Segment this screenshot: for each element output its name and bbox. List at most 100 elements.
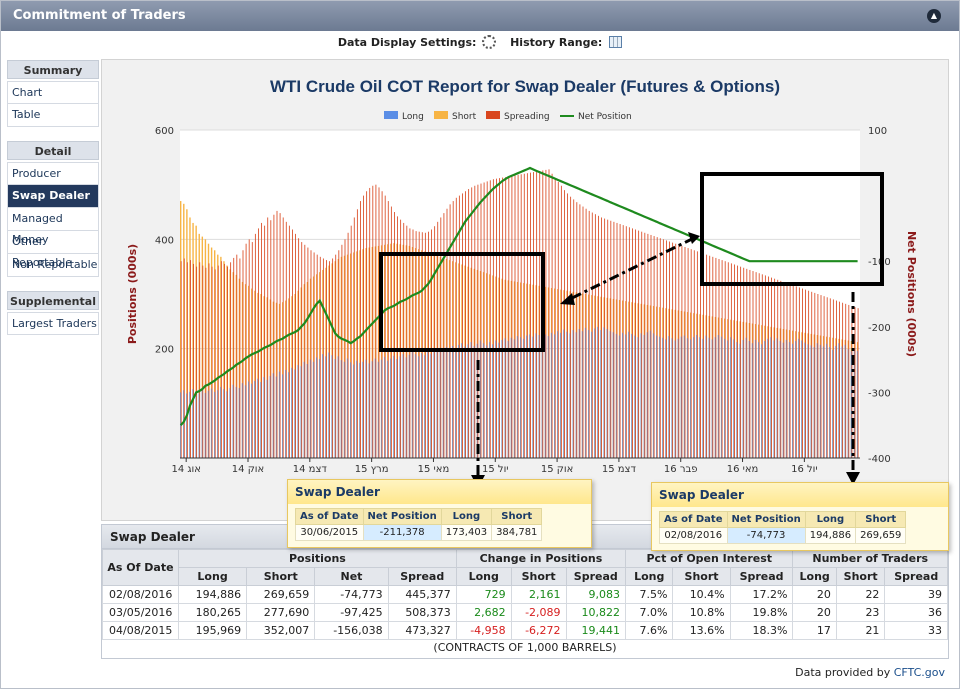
bar-long [711, 339, 713, 458]
bar-spreading [826, 297, 828, 458]
table-cell: -6,272 [510, 621, 567, 640]
table-cell: 36 [884, 603, 948, 622]
sub-header-long[interactable]: Long [792, 567, 837, 586]
bar-long [346, 358, 348, 458]
bar-short [248, 285, 250, 458]
bar-long [646, 332, 648, 458]
legend-label-short: Short [452, 112, 477, 122]
bar-long [390, 358, 391, 458]
sub-header-long[interactable]: Long [177, 567, 248, 586]
bar-spreading [591, 212, 593, 458]
gear-icon[interactable] [482, 35, 497, 49]
sidebar-item-producer[interactable]: Producer [7, 162, 99, 185]
sub-header-short[interactable]: Short [510, 567, 567, 586]
bar-spreading [638, 230, 640, 458]
sub-header-long[interactable]: Long [455, 567, 512, 586]
tooltip-value: 02/08/2016 [659, 527, 728, 544]
bar-long [393, 355, 395, 458]
bar-short [244, 284, 247, 458]
sidebar-item-chart[interactable]: Chart [7, 81, 99, 104]
bar-long [575, 332, 577, 458]
bar-spreading [530, 172, 531, 458]
legend-swatch-spreading [486, 111, 500, 119]
sidebar-item-swap-dealer[interactable]: Swap Dealer [7, 185, 99, 208]
bar-spreading [329, 261, 330, 458]
sub-header-short[interactable]: Short [835, 567, 886, 586]
bar-long [374, 358, 376, 458]
bar-long [192, 389, 194, 458]
bar-long [294, 369, 296, 458]
bar-long [600, 330, 602, 458]
table-cell: -97,425 [314, 603, 389, 622]
x-tick-label: דצמ 15 [602, 464, 637, 475]
bar-long [470, 342, 472, 458]
bar-long [637, 337, 639, 458]
bar-long [652, 333, 654, 458]
x-tick-label: יול 16 [791, 464, 818, 475]
bar-spreading [193, 263, 194, 458]
sidebar-item-table[interactable]: Table [7, 104, 99, 127]
sidebar-item-largest-traders[interactable]: Largest Traders [7, 312, 99, 335]
bar-long [186, 393, 187, 458]
bar-spreading [310, 250, 312, 458]
bar-long [816, 343, 818, 458]
bar-long [207, 390, 209, 458]
calendar-icon[interactable] [609, 36, 623, 48]
bar-short [207, 243, 210, 458]
bar-spreading [446, 208, 448, 458]
sidebar-item-non-reportable[interactable]: Non Reportable [7, 254, 99, 277]
bar-long [686, 338, 688, 458]
bar-long [801, 340, 803, 458]
bar-spreading [322, 258, 324, 458]
sub-header-short[interactable]: Short [246, 567, 316, 586]
bar-long [501, 339, 503, 458]
bar-long [625, 334, 626, 458]
y2-tick-label: -200 [868, 323, 891, 334]
sub-header-short[interactable]: Short [672, 567, 731, 586]
table-cell: 17.2% [729, 585, 794, 604]
bar-long [606, 328, 608, 458]
bar-spreading [761, 274, 763, 458]
bar-long [813, 347, 815, 458]
table-cell: 277,690 [246, 603, 316, 622]
bar-spreading [619, 224, 621, 458]
tooltip-value: 194,886 [804, 527, 857, 544]
col-as-of-date[interactable]: As Of Date [102, 549, 179, 586]
bar-long [210, 388, 212, 458]
sub-header-spread[interactable]: Spread [729, 567, 794, 586]
bar-long [532, 336, 534, 458]
sub-header-net[interactable]: Net [314, 567, 389, 586]
bar-spreading [758, 273, 760, 458]
sub-header-spread[interactable]: Spread [565, 567, 627, 586]
bar-short [189, 217, 191, 458]
y-tick-label: 400 [155, 235, 174, 246]
bar-short [180, 201, 182, 459]
bar-long [248, 381, 249, 458]
bar-spreading [616, 222, 618, 458]
tooltip-value: -74,773 [726, 527, 806, 544]
bar-spreading [721, 260, 723, 458]
bar-short [210, 247, 213, 458]
y-tick-label: 600 [155, 126, 174, 137]
sidebar-item-other-reportable[interactable]: Other Reportable [7, 231, 99, 269]
sub-header-spread[interactable]: Spread [884, 567, 948, 586]
bar-short [192, 222, 194, 458]
bar-long [316, 357, 317, 458]
bar-short [204, 239, 207, 458]
sub-header-spread[interactable]: Spread [387, 567, 457, 586]
bar-spreading [505, 177, 507, 458]
provider-link[interactable]: CFTC.gov [893, 666, 945, 679]
bar-spreading [848, 304, 850, 458]
annotation-box-2015 [379, 252, 545, 352]
bar-long [523, 338, 524, 458]
bar-spreading [536, 171, 538, 458]
bar-long [418, 356, 419, 458]
bar-long [742, 339, 744, 458]
bar-long [770, 337, 772, 458]
bar-long [486, 345, 487, 458]
collapse-icon[interactable]: ▲ [927, 9, 941, 23]
sidebar-item-managed-money[interactable]: Managed Money [7, 208, 99, 246]
cot-chart: WTI Crude Oil COT Report for Swap Dealer… [102, 60, 948, 520]
sub-header-long[interactable]: Long [625, 567, 674, 586]
sub-header-row: Long Short Net Spread Long Short Spread Long Sho… [103, 567, 948, 586]
